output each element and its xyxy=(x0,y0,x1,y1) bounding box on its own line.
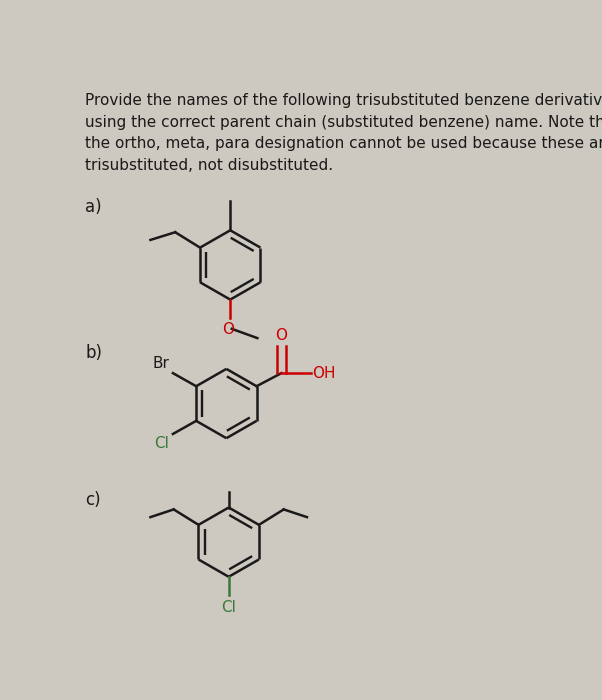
Text: Cl: Cl xyxy=(222,600,236,615)
Text: Br: Br xyxy=(152,356,169,371)
Text: a): a) xyxy=(85,198,102,216)
Text: Cl: Cl xyxy=(154,436,169,452)
Text: OH: OH xyxy=(312,365,336,381)
Text: O: O xyxy=(222,322,234,337)
Text: c): c) xyxy=(85,491,101,509)
Text: Provide the names of the following trisubstituted benzene derivatives
using the : Provide the names of the following trisu… xyxy=(85,93,602,173)
Text: b): b) xyxy=(85,344,102,363)
Text: O: O xyxy=(275,328,287,343)
